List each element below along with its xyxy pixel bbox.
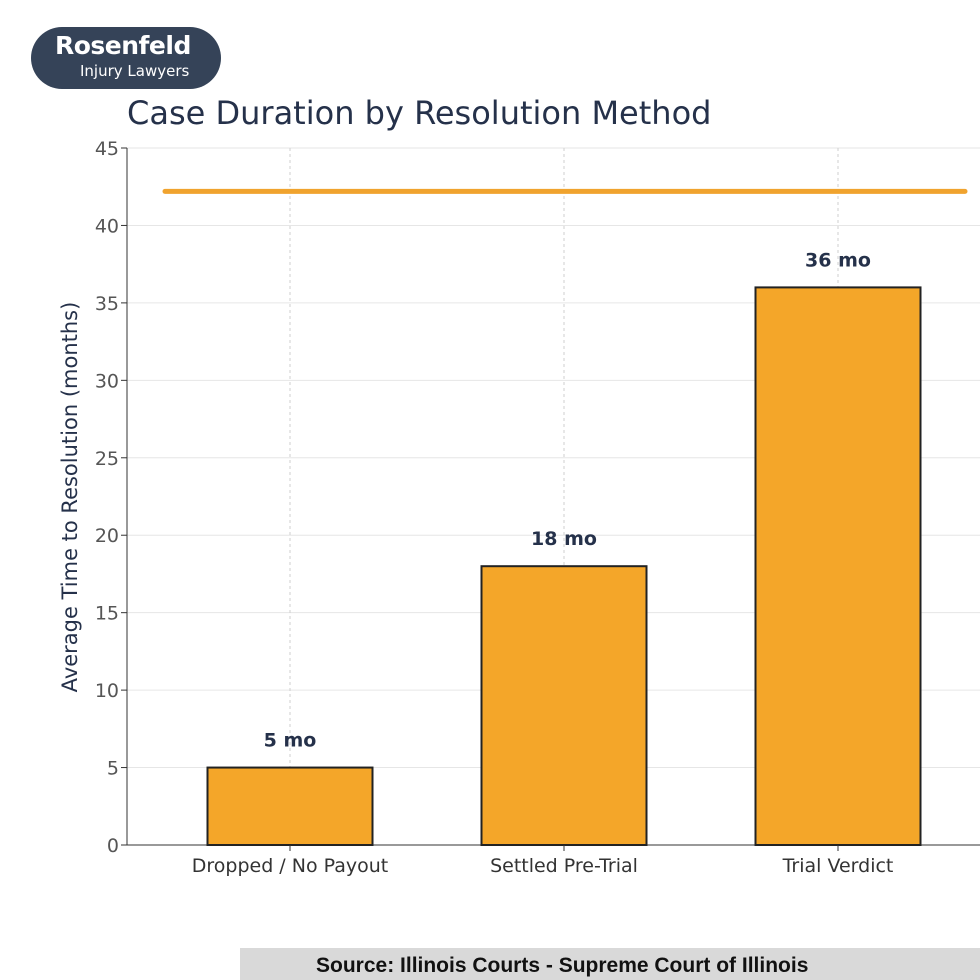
y-tick-label: 25 bbox=[95, 448, 119, 470]
data-label: 5 mo bbox=[264, 730, 317, 752]
bar-chart: 0 5 10 15 20 25 30 35 40 45 Average Time to Resolu… bbox=[58, 138, 980, 877]
bar bbox=[754, 286, 922, 846]
chart-title: Case Duration by Resolution Method bbox=[127, 94, 712, 132]
y-tick-label: 35 bbox=[95, 293, 119, 315]
x-tick-label: Trial Verdict bbox=[782, 855, 894, 877]
y-axis-label: Average Time to Resolution (months) bbox=[58, 302, 82, 693]
bar bbox=[206, 766, 374, 846]
y-tick-label: 15 bbox=[95, 603, 119, 625]
x-tick-label: Dropped / No Payout bbox=[192, 855, 389, 877]
y-tick-label: 40 bbox=[95, 215, 119, 237]
y-tick-label: 20 bbox=[95, 525, 119, 547]
data-label: 18 mo bbox=[531, 528, 597, 550]
logo-name: Rosenfeld bbox=[55, 31, 191, 60]
source-text: Source: Illinois Courts - Supreme Court … bbox=[316, 954, 809, 977]
y-tick-label: 0 bbox=[107, 835, 119, 857]
rosenfeld-logo: Rosenfeld Injury Lawyers bbox=[31, 27, 221, 89]
x-tick-label: Settled Pre-Trial bbox=[490, 855, 638, 877]
y-tick-label: 30 bbox=[95, 370, 119, 392]
logo-tagline: Injury Lawyers bbox=[80, 62, 190, 80]
data-label: 36 mo bbox=[805, 249, 871, 271]
y-tick-label: 10 bbox=[95, 680, 119, 702]
bar bbox=[480, 565, 648, 846]
y-tick-label: 45 bbox=[95, 138, 119, 160]
y-tick-label: 5 bbox=[107, 758, 119, 780]
source-bar: Source: Illinois Courts - Supreme Court … bbox=[240, 948, 980, 980]
